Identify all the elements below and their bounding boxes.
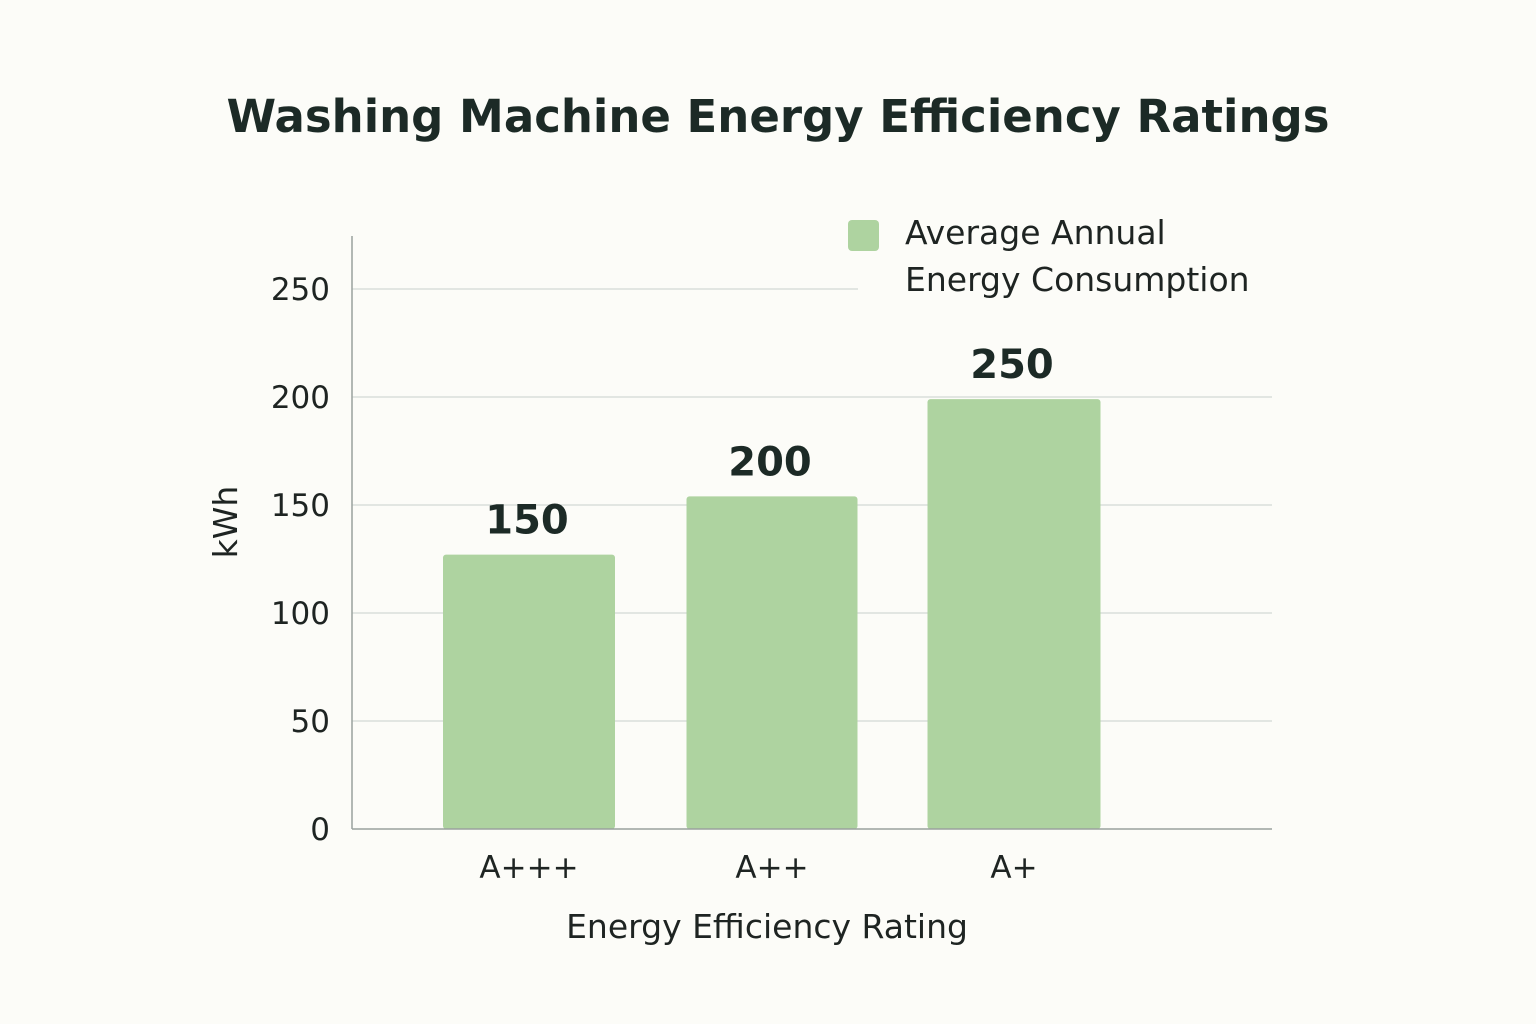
legend-label-line-1: Average Annual [905,213,1166,252]
bar-A+++ [443,554,615,829]
bar-A+ [927,399,1101,829]
x-tick-label-A++: A++ [735,850,808,886]
y-axis-title: kWh [206,486,245,559]
x-axis-title: Energy Efficiency Rating [566,907,968,946]
bar-A++ [686,496,858,829]
data-label-A+: 250 [970,342,1054,388]
legend: Average Annual Energy Consumption [848,213,1250,299]
bars [443,399,1101,829]
data-label-A++: 200 [728,439,812,485]
x-tick-label-A+: A+ [990,850,1037,886]
y-tick-label-100: 100 [271,596,330,632]
y-axis-ticks: 0 50 100 150 200 250 [271,272,330,848]
data-labels: 150 200 250 [485,342,1054,544]
x-tick-label-A+++: A+++ [479,850,578,886]
y-tick-label-250: 250 [271,272,330,308]
y-tick-label-50: 50 [291,704,330,740]
chart-title: Washing Machine Energy Efficiency Rating… [226,90,1329,143]
x-axis-ticks: A+++ A++ A+ [479,850,1037,886]
y-tick-label-150: 150 [271,488,330,524]
legend-label-line-2: Energy Consumption [905,260,1250,299]
legend-swatch [848,220,879,251]
y-tick-label-0: 0 [310,812,330,848]
data-label-A+++: 150 [485,498,569,544]
y-tick-label-200: 200 [271,380,330,416]
